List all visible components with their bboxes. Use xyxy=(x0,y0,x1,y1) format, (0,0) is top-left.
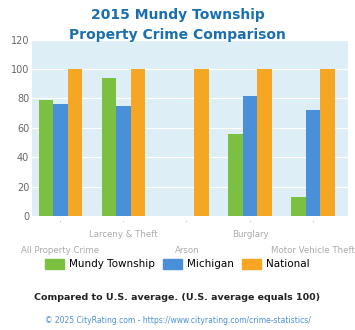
Text: © 2025 CityRating.com - https://www.cityrating.com/crime-statistics/: © 2025 CityRating.com - https://www.city… xyxy=(45,316,310,325)
Bar xyxy=(291,197,306,216)
Bar xyxy=(257,69,272,216)
Bar xyxy=(102,78,116,216)
Bar xyxy=(243,95,257,216)
Text: All Property Crime: All Property Crime xyxy=(21,246,99,255)
Bar xyxy=(68,69,82,216)
Bar xyxy=(228,134,243,216)
Bar xyxy=(194,69,209,216)
Text: Compared to U.S. average. (U.S. average equals 100): Compared to U.S. average. (U.S. average … xyxy=(34,292,321,302)
Bar xyxy=(131,69,146,216)
Bar xyxy=(39,100,53,216)
Bar xyxy=(306,110,321,216)
Text: Motor Vehicle Theft: Motor Vehicle Theft xyxy=(271,246,355,255)
Text: Property Crime Comparison: Property Crime Comparison xyxy=(69,28,286,42)
Bar xyxy=(53,104,68,216)
Legend: Mundy Township, Michigan, National: Mundy Township, Michigan, National xyxy=(41,255,314,274)
Text: 2015 Mundy Township: 2015 Mundy Township xyxy=(91,8,264,22)
Bar xyxy=(321,69,335,216)
Text: Arson: Arson xyxy=(174,246,199,255)
Text: Larceny & Theft: Larceny & Theft xyxy=(89,230,158,239)
Text: Burglary: Burglary xyxy=(232,230,268,239)
Bar xyxy=(116,106,131,216)
